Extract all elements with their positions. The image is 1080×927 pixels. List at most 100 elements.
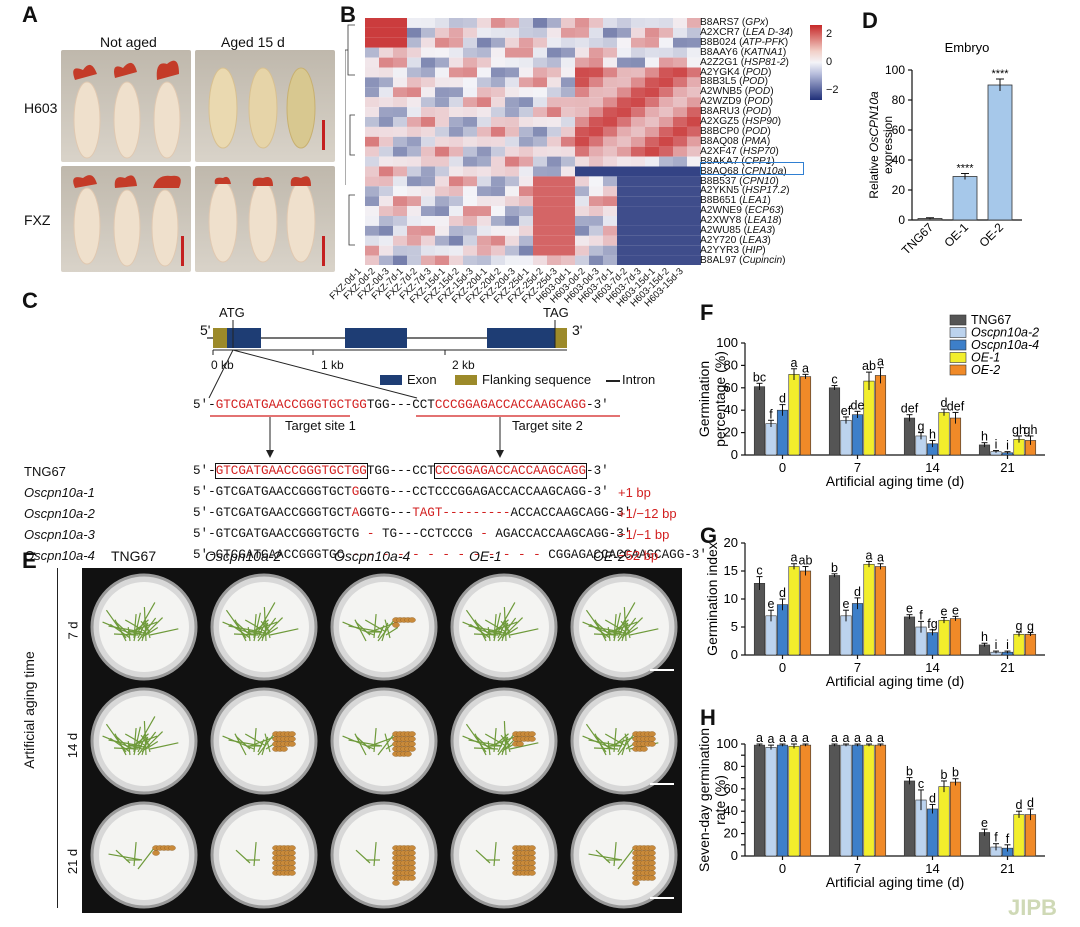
heatmap-cell: [645, 235, 659, 246]
heatmap-cell: [659, 37, 673, 48]
heatmap-cell: [491, 27, 505, 38]
xtick-label: 0: [779, 861, 786, 876]
gene-label: B8B537 (CPN10): [700, 175, 779, 187]
heatmap-cell: [491, 176, 505, 187]
heatmap-cell: [407, 186, 421, 197]
heatmap-cell: [449, 87, 463, 98]
bar: [788, 374, 800, 456]
heatmap-cell: [449, 196, 463, 207]
heatmap-cell: [477, 37, 491, 48]
sig-letter: fg: [927, 617, 937, 631]
heatmap-cell: [463, 18, 477, 28]
heatmap-cell: [379, 126, 393, 137]
bar: [938, 412, 950, 456]
heatmap-cell: [631, 255, 645, 265]
chart-d-ylabel: Relative OsCPN10aexpression: [867, 91, 895, 199]
dish-paper: [219, 810, 309, 900]
chart-d-xtick-label: OE-1: [941, 220, 971, 250]
heatmap-cell: [463, 97, 477, 108]
heatmap-cell: [575, 225, 589, 236]
heatmap-cell: [477, 117, 491, 127]
heatmap-cell: [603, 97, 617, 108]
seedling: [465, 723, 487, 753]
heatmap-cell: [589, 77, 603, 88]
heatmap-cell: [407, 57, 421, 68]
heatmap-cell: [603, 196, 617, 207]
heatmap-cell: [379, 146, 393, 157]
heatmap-cell: [575, 235, 589, 246]
kb2-label: 2 kb: [452, 358, 475, 372]
heatmap-cell: [547, 245, 561, 256]
seedling: [137, 716, 156, 747]
seedling: [108, 853, 143, 861]
heatmap-cell: [673, 186, 687, 197]
xlabel: Artificial aging time (d): [826, 673, 965, 689]
heatmap-cell: [519, 57, 533, 68]
sig-letter: g: [1027, 620, 1034, 634]
heatmap-cell: [435, 225, 449, 236]
heatmap-cell: [477, 27, 491, 38]
bar: [874, 566, 887, 656]
heatmap-cell: [687, 176, 701, 187]
heatmap-cell: [673, 216, 687, 226]
heatmap-cell: [561, 37, 575, 48]
seed: [408, 875, 416, 881]
gene-label: B8AKA7 (CPP1): [700, 155, 775, 167]
heatmap-cell: [575, 166, 589, 177]
heatmap-cell: [575, 57, 589, 68]
heatmap-cell: [645, 117, 659, 127]
seedling: [257, 617, 277, 642]
heatmap-cell: [449, 97, 463, 108]
heatmap-cell: [547, 196, 561, 207]
petri-dish: [570, 801, 678, 909]
sig-letter: e: [981, 816, 988, 830]
heatmap-cell: [435, 196, 449, 207]
heatmap-cell: [687, 225, 701, 236]
heatmap-cell: [505, 67, 519, 78]
heatmap-cell: [561, 27, 575, 38]
heatmap-cell: [463, 235, 477, 246]
seedling: [133, 842, 137, 867]
heatmap-cell: [575, 176, 589, 187]
heatmap-cell: [533, 57, 547, 68]
heatmap-cell: [631, 156, 645, 167]
heatmap-cell: [645, 206, 659, 216]
heatmap-cell: [463, 47, 477, 58]
seed: [528, 845, 536, 851]
heatmap-cell: [519, 245, 533, 256]
sig-letter: b: [952, 766, 959, 780]
dish-paper: [339, 810, 429, 900]
sig-letter: c: [918, 777, 924, 791]
heatmap-cell: [589, 225, 603, 236]
seedling: [604, 733, 627, 747]
heatmap-cell: [421, 186, 435, 197]
heatmap-cell: [449, 216, 463, 226]
heatmap-cell: [379, 117, 393, 127]
sig-letter: h: [981, 630, 988, 644]
heatmap-cell: [687, 107, 701, 117]
heatmap-cell: [491, 67, 505, 78]
heatmap-cell: [463, 57, 477, 68]
legend-label: Oscpn10a-2: [971, 326, 1039, 340]
heatmap-cell: [659, 196, 673, 207]
heatmap-cell: [589, 216, 603, 226]
heatmap-cell: [463, 176, 477, 187]
chart-d: Embryo020406080100TNG67****OE-1****OE-2R…: [867, 40, 1022, 257]
petri-dish: [450, 801, 558, 909]
heatmap-cell: [449, 186, 463, 197]
xtick-label: 7: [854, 460, 861, 475]
sig-letter: h: [981, 430, 988, 444]
heatmap-cell: [463, 216, 477, 226]
bar: [1013, 814, 1025, 857]
heatmap-cell: [449, 245, 463, 256]
heatmap-cell: [491, 225, 505, 236]
heatmap-cell: [561, 18, 575, 28]
heatmap-cell: [463, 196, 477, 207]
gene-label: A2Y720 (LEA3): [700, 234, 771, 246]
legend-swatch: [949, 314, 967, 326]
seedling: [264, 733, 271, 753]
xtick-label: 14: [925, 861, 939, 876]
heatmap-cell: [477, 186, 491, 197]
heatmap-cell: [505, 136, 519, 147]
atg-label: ATG: [219, 305, 245, 320]
